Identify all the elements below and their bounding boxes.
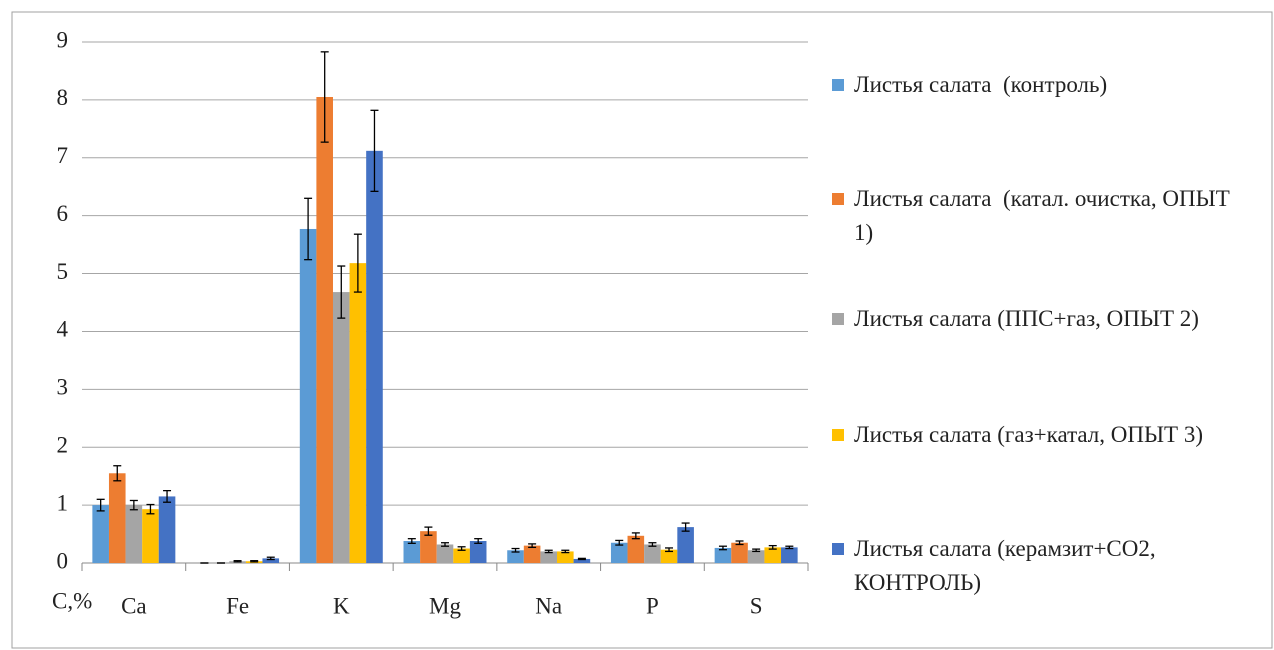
y-tick-label: 0 [57,548,69,573]
bar [158,496,176,563]
legend-swatch [832,313,844,325]
legend-label: Листья салата (газ+катал, ОПЫТ 3) [854,422,1204,447]
error-bar [768,544,777,550]
error-bar [577,557,586,561]
error-bar [370,109,379,193]
bar [299,228,317,563]
error-bar [631,532,640,540]
error-bar [441,542,449,547]
legend-entry: Листья салата (керамзит+CO2, КОНТРОЛЬ) [832,532,1274,600]
bar [108,473,126,563]
bar [731,542,748,563]
legend-swatch [832,79,844,91]
bar [92,505,109,563]
x-tick-label: P [646,593,659,618]
error-bar [407,538,416,544]
legend-label: Листья салата (катал. очистка, ОПЫТ 1) [854,186,1236,245]
bar [573,558,591,563]
bar [403,541,421,563]
error-bar [337,265,346,319]
bar [332,292,350,563]
error-bar [544,549,553,554]
error-bar [615,539,624,546]
bar [677,527,694,563]
legend-entry: Листья салата (ППС+газ, ОПЫТ 2) [832,302,1274,336]
bar [644,544,661,563]
bar [366,150,383,563]
y-axis-label: C,% [52,588,92,613]
bar [453,548,470,563]
bar [627,535,645,563]
legend-label: Листья салата (керамзит+CO2, КОНТРОЛЬ) [854,536,1162,595]
x-tick-label: K [333,593,350,618]
x-tick-label: Ca [121,593,147,618]
error-bar [785,545,794,550]
bar [507,550,524,563]
bar [349,263,367,563]
error-bar [129,499,138,511]
error-bar [424,526,433,536]
y-tick-label: 4 [57,317,69,342]
error-bar [665,547,674,553]
bar [660,549,678,563]
y-tick-label: 5 [57,259,69,284]
x-tick-label: S [750,593,763,618]
legend-label: Листья салата (контроль) [854,72,1108,97]
y-tick-label: 6 [57,201,69,226]
error-bar [353,233,362,293]
error-bar [528,543,537,549]
x-tick-label: Mg [429,593,461,618]
bar [610,542,628,563]
error-bar [648,542,657,547]
x-tick-label: Fe [226,593,249,618]
x-tick-label: Na [535,593,562,618]
error-bar [266,556,275,561]
y-tick-label: 7 [57,143,69,168]
y-tick-label: 9 [57,27,69,52]
bar [262,558,280,563]
bar [540,551,558,563]
bar [316,96,333,563]
error-bar [735,540,744,546]
legend-entry: Листья салата (контроль) [832,68,1274,102]
error-bar [250,560,259,563]
legend-swatch [832,193,844,205]
bar [747,550,765,563]
error-bar [304,197,313,261]
bar [764,547,782,563]
bar [781,547,798,563]
legend-label: Листья салата (ППС+газ, ОПЫТ 2) [854,306,1199,331]
error-bar [752,548,761,553]
error-bar [320,51,329,143]
error-bar [146,503,155,515]
bar [142,509,159,563]
error-bar [233,560,242,563]
bar [523,545,541,563]
bar [714,547,732,563]
bar [125,505,143,563]
error-bar [681,522,690,532]
error-bar [113,465,122,482]
y-tick-label: 2 [57,433,69,458]
error-bar [511,547,520,553]
error-bar [457,546,466,551]
error-bar [163,489,172,503]
legend-swatch [832,543,844,555]
bar [557,551,574,563]
legend-entry: Листья салата (катал. очистка, ОПЫТ 1) [832,182,1274,250]
error-bar [96,498,105,512]
legend-swatch [832,429,844,441]
error-bar [561,549,570,554]
y-tick-label: 1 [57,490,69,515]
legend-entry: Листья салата (газ+катал, ОПЫТ 3) [832,418,1274,452]
bar [420,531,437,563]
bar [469,541,487,563]
error-bar [474,538,483,544]
bar [436,544,454,563]
error-bar [718,545,727,551]
y-tick-label: 3 [57,375,69,400]
y-tick-label: 8 [57,85,69,110]
